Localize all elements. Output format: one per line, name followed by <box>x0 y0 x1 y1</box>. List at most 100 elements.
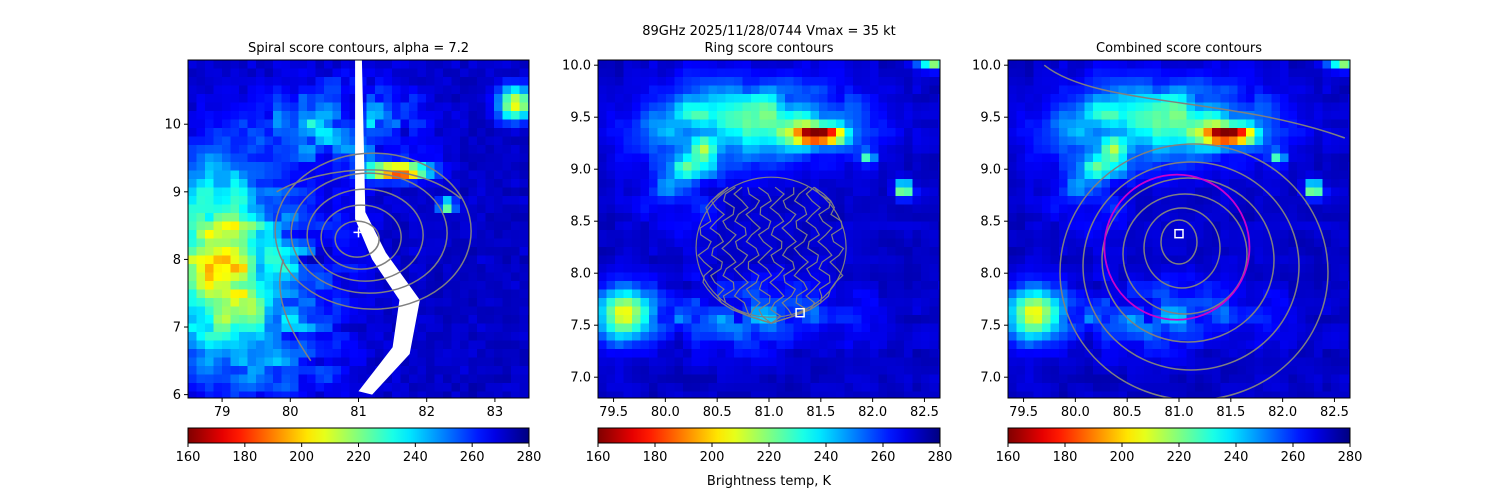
heatmap-cell <box>205 111 215 121</box>
heatmap-cell <box>1084 374 1094 384</box>
heatmap-cell <box>1033 187 1043 197</box>
heatmap-cell <box>281 136 291 146</box>
heatmap-cell <box>836 349 846 359</box>
heatmap-cell <box>666 230 676 240</box>
heatmap-cell <box>332 136 342 146</box>
heatmap-cell <box>256 315 266 325</box>
heatmap-cell <box>742 213 752 223</box>
heatmap-cell <box>1016 213 1026 223</box>
heatmap-cell <box>1229 289 1239 299</box>
heatmap-cell <box>1212 272 1222 282</box>
heatmap-cell <box>1246 179 1256 189</box>
heatmap-cell <box>1314 255 1324 265</box>
heatmap-cell <box>904 281 914 291</box>
heatmap-cell <box>196 179 206 189</box>
heatmap-cell <box>1280 179 1290 189</box>
heatmap-cell <box>853 162 863 172</box>
heatmap-cell <box>861 213 871 223</box>
heatmap-cell <box>1161 119 1171 129</box>
heatmap-cell <box>205 357 215 367</box>
heatmap-cell <box>1127 136 1137 146</box>
heatmap-cell <box>383 315 393 325</box>
heatmap-cell <box>938 357 940 367</box>
heatmap-cell <box>1169 298 1179 308</box>
heatmap-cell <box>1033 102 1043 112</box>
heatmap-cell <box>691 94 701 104</box>
heatmap-cell <box>247 128 257 138</box>
heatmap-cell <box>657 230 667 240</box>
heatmap-cell <box>1067 136 1077 146</box>
heatmap-cell <box>230 315 240 325</box>
heatmap-cell <box>810 238 820 248</box>
heatmap-cell <box>887 60 897 70</box>
heatmap-cell <box>1178 306 1188 316</box>
heatmap-cell <box>366 391 376 398</box>
heatmap-cell <box>1093 221 1103 231</box>
heatmap-cell <box>810 357 820 367</box>
heatmap-cell <box>307 60 317 70</box>
heatmap-cell <box>1263 323 1273 333</box>
heatmap-cell <box>281 264 291 274</box>
heatmap-cell <box>1016 357 1026 367</box>
heatmap-cell <box>785 272 795 282</box>
heatmap-cell <box>895 196 905 206</box>
heatmap-cell <box>443 332 453 342</box>
heatmap-cell <box>1212 162 1222 172</box>
heatmap-cell <box>1050 196 1060 206</box>
heatmap-cell <box>1144 289 1154 299</box>
heatmap-cell <box>1297 102 1307 112</box>
heatmap-cell <box>1186 60 1196 70</box>
heatmap-cell <box>434 153 444 163</box>
heatmap-cell <box>844 281 854 291</box>
heatmap-cell <box>298 170 308 180</box>
heatmap-cell <box>657 238 667 248</box>
heatmap-cell <box>1195 306 1205 316</box>
heatmap-cell <box>615 332 625 342</box>
heatmap-cell <box>708 383 718 393</box>
heatmap-cell <box>239 383 249 393</box>
heatmap-cell <box>674 230 684 240</box>
heatmap-cell <box>1348 77 1350 87</box>
heatmap-cell <box>938 281 940 291</box>
heatmap-cell <box>434 391 444 398</box>
heatmap-cell <box>417 264 427 274</box>
heatmap-cell <box>793 306 803 316</box>
heatmap-cell <box>298 332 308 342</box>
heatmap-cell <box>938 85 940 95</box>
heatmap-cell <box>196 247 206 257</box>
heatmap-cell <box>256 60 266 70</box>
heatmap-cell <box>734 349 744 359</box>
heatmap-cell <box>400 230 410 240</box>
heatmap-cell <box>640 391 650 398</box>
heatmap-cell <box>502 272 512 282</box>
heatmap-cell <box>188 153 198 163</box>
heatmap-cell <box>717 170 727 180</box>
heatmap-cell <box>1059 323 1069 333</box>
heatmap-cell <box>307 306 317 316</box>
heatmap-cell <box>477 119 487 129</box>
heatmap-cell <box>1348 306 1350 316</box>
heatmap-cell <box>366 366 376 376</box>
heatmap-cell <box>1288 340 1298 350</box>
heatmap-cell <box>640 77 650 87</box>
heatmap-cell <box>1152 119 1162 129</box>
heatmap-cell <box>383 289 393 299</box>
heatmap-cell <box>273 332 283 342</box>
heatmap-cell <box>1178 77 1188 87</box>
heatmap-cell <box>700 289 710 299</box>
heatmap-cell <box>1169 111 1179 121</box>
heatmap-cell <box>1161 153 1171 163</box>
heatmap-cell <box>1263 111 1273 121</box>
heatmap-cell <box>615 315 625 325</box>
heatmap-cell <box>1186 213 1196 223</box>
heatmap-cell <box>307 94 317 104</box>
heatmap-cell <box>649 145 659 155</box>
heatmap-cell <box>793 170 803 180</box>
heatmap-cell <box>1246 332 1256 342</box>
heatmap-cell <box>1280 315 1290 325</box>
heatmap-cell <box>691 77 701 87</box>
ring-contour-line <box>770 186 833 324</box>
heatmap-cell <box>700 221 710 231</box>
heatmap-cell <box>247 119 257 129</box>
heatmap-cell <box>1016 85 1026 95</box>
